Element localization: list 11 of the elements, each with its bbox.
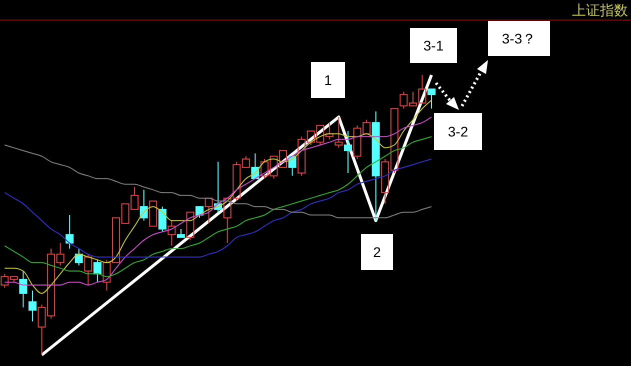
candlestick	[372, 110, 380, 222]
candlestick	[344, 130, 352, 174]
candlestick	[334, 116, 343, 148]
text: 上证指数	[572, 2, 628, 18]
annotation: 1	[324, 72, 332, 88]
text: 3-3？	[502, 30, 536, 46]
candlestick	[28, 290, 36, 322]
candlestick	[66, 214, 74, 250]
text: 3-1	[423, 38, 444, 54]
text: 3-2	[448, 124, 468, 140]
annotation: 2	[373, 244, 382, 260]
